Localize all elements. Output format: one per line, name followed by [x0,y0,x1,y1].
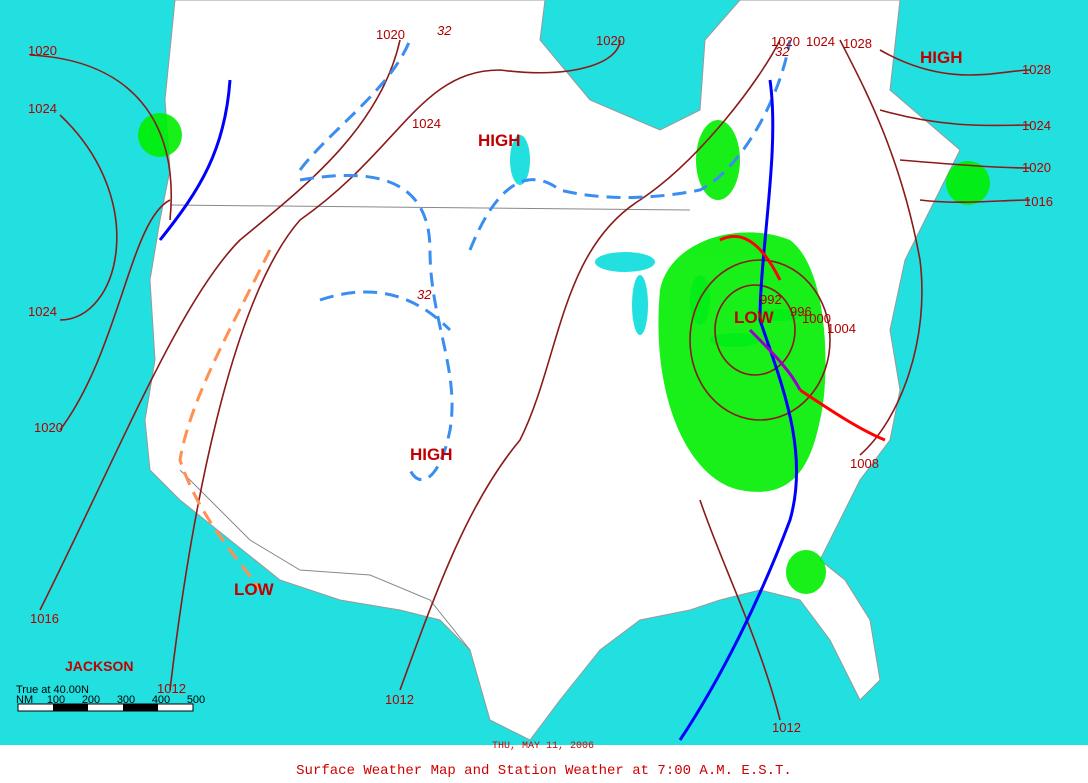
isotherm [299,173,454,482]
scale-unit: NM [16,694,33,706]
isobar-label: 1024 [28,304,57,319]
isobar-label: 1016 [1024,194,1053,209]
isobar [839,39,923,456]
labels: 1020 1024 1024 1020 1016 1012 1012 1020 1024 1020… [16,23,1053,779]
fronts [158,79,886,741]
rain-area [786,550,826,594]
occluded-front [748,328,802,391]
rain-area [946,161,990,205]
isotherm-label: 32 [437,23,452,38]
scale-tick-label: 300 [117,694,135,706]
isobar-label: 1008 [850,456,879,471]
isobars [29,39,1031,721]
rain-area [138,113,182,157]
isobar [39,39,401,611]
isobar [59,199,171,431]
map-caption: Surface Weather Map and Station Weather … [296,763,792,779]
isobar-label: 1020 [596,33,625,48]
isobar-label: 1020 [771,34,800,49]
isobar [399,39,781,691]
scale-bar [17,703,194,712]
land [144,0,961,741]
isobar-label: 1004 [827,321,856,336]
pressure-center: HIGH [478,131,521,150]
scale-tick-label: 200 [82,694,100,706]
isobar-label: 992 [760,292,782,307]
isobar-label: 996 [790,304,812,319]
isotherm-label: 32 [775,44,790,59]
border [169,204,691,211]
lake [632,275,648,335]
place-label: JACKSON [65,658,133,674]
cold-front [158,79,232,241]
map-date: THU, MAY 11, 2006 [492,741,594,752]
isobar [879,49,1031,76]
isobar-label: 1012 [385,692,414,707]
isotherms [298,39,792,482]
isobar [879,109,1031,127]
pressure-center: HIGH [920,48,963,67]
isobar-label: 1012 [772,720,801,735]
isobar [59,114,118,321]
scale-bar-segment [53,704,88,711]
isobar-label: 1020 [34,420,63,435]
border [179,469,471,651]
isobar [899,159,1031,169]
warm-front [799,388,886,442]
scale-bar-segment [123,704,158,711]
isobar-label: 1024 [28,101,57,116]
scale-tick-label: 500 [187,694,205,706]
lake [595,252,655,272]
isobar-label: 1016 [30,611,59,626]
scale-tick-label: 400 [152,694,170,706]
scale-tick-label: 100 [47,694,65,706]
isotherm-label: 32 [417,287,432,302]
pressure-center: LOW [234,580,275,599]
isotherm [468,39,792,251]
isobar-label: 1020 [28,43,57,58]
cold-front [678,79,798,741]
isotherm [319,290,452,332]
isobar [714,284,796,376]
isobar-label: 1020 [376,27,405,42]
lake [510,135,530,185]
isobar [919,199,1031,204]
isobar-label: 1012 [157,681,186,696]
pressure-center: LOW [734,308,775,327]
scale-bar-frame [17,703,194,712]
isobar-label: 1028 [843,36,872,51]
warm-front [719,234,782,281]
caption-band [0,745,1088,783]
isobar-label: 1024 [1022,118,1051,133]
isobar-label: 1024 [412,116,441,131]
isobar-label: 1000 [802,311,831,326]
isobar-label: 1024 [806,34,835,49]
isobar-label: 1020 [1022,160,1051,175]
isobar [689,259,831,421]
isobar [699,499,781,721]
trough [178,249,272,591]
isobar-label: 1028 [1022,62,1051,77]
scale-title: True at 40.00N [16,684,89,696]
pressure-center: HIGH [410,445,453,464]
isobar [29,54,172,221]
